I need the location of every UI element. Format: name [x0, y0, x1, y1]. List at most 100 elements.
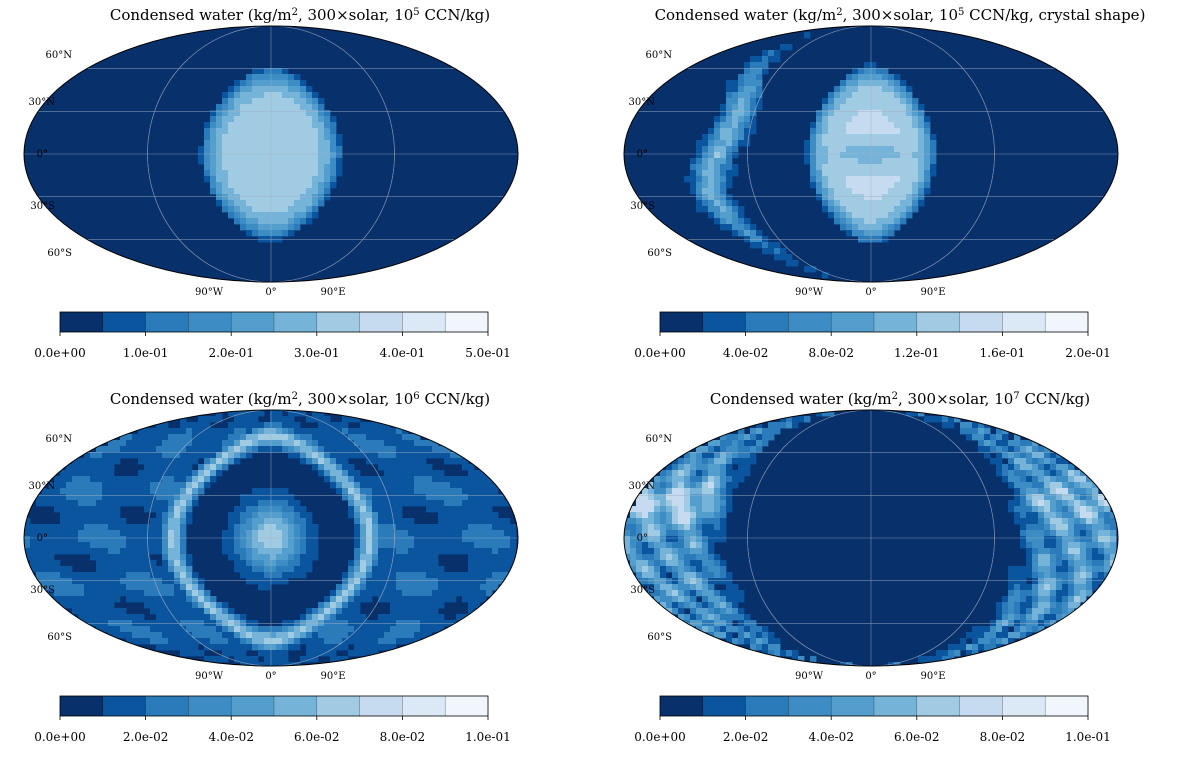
- colorbar-swatch: [916, 312, 960, 332]
- colorbar-swatch: [231, 696, 275, 716]
- colorbar-swatch: [1045, 312, 1089, 332]
- colorbar-tick-label: 1.6e-01: [980, 346, 1026, 360]
- colorbar-tick-label: 3.0e-01: [294, 346, 340, 360]
- colorbar-swatch: [316, 696, 360, 716]
- colorbar-tick-label: 2.0e-02: [723, 730, 769, 744]
- lon-label: 90°E: [920, 671, 945, 682]
- colorbar: 0.0e+00 2.0e-02 4.0e-02 6.0e-02 8.0e-02 1.0e-…: [634, 695, 1111, 744]
- colorbar-tick-label: 2.0e-02: [123, 730, 169, 744]
- lat-label: 0°: [37, 149, 48, 160]
- colorbar-swatch: [402, 312, 446, 332]
- colorbar-tick-label: 0.0e+00: [34, 730, 86, 744]
- map-svg-3: Condensed water (kg/m2, 300×solar, 106 C…: [23, 390, 519, 744]
- map-panel-3: Condensed water (kg/m2, 300×solar, 106 C…: [0, 384, 600, 768]
- lat-label: 60°N: [646, 50, 673, 61]
- colorbar-swatch: [145, 312, 189, 332]
- lat-label: 30°S: [630, 585, 655, 596]
- map-outline: [623, 409, 1119, 667]
- graticule: [24, 410, 518, 666]
- lat-label: 60°S: [647, 248, 672, 259]
- colorbar: 0.0e+00 2.0e-02 4.0e-02 6.0e-02 8.0e-02 1.0e-…: [34, 695, 511, 744]
- colorbar-swatch: [316, 312, 360, 332]
- colorbar-tick-label: 2.0e-01: [1065, 346, 1111, 360]
- colorbar-tick-label: 4.0e-02: [808, 730, 854, 744]
- colorbar: 0.0e+00 1.0e-01 2.0e-01 3.0e-01 4.0e-01 5.0e-…: [34, 311, 511, 360]
- map-outline: [623, 25, 1119, 283]
- colorbar-tick-label: 5.0e-01: [465, 346, 511, 360]
- chart-title: Condensed water (kg/m2, 300×solar, 105 C…: [110, 6, 490, 24]
- colorbar-swatch: [231, 312, 275, 332]
- lon-label: 90°E: [920, 287, 945, 298]
- colorbar-tick-label: 8.0e-02: [380, 730, 426, 744]
- colorbar-tick-label: 0.0e+00: [34, 346, 86, 360]
- colorbar-swatch: [102, 696, 146, 716]
- colorbar-tick-label: 1.0e-01: [465, 730, 511, 744]
- colorbar-swatch: [874, 696, 918, 716]
- colorbar-tick-label: 1.0e-01: [123, 346, 169, 360]
- lon-label: 0°: [865, 671, 876, 682]
- colorbar-swatch: [60, 312, 104, 332]
- colorbar-swatch: [102, 312, 146, 332]
- lat-label: 30°S: [630, 201, 655, 212]
- lon-label: 0°: [265, 287, 276, 298]
- colorbar-tick-label: 8.0e-02: [980, 730, 1026, 744]
- colorbar-swatch: [660, 312, 704, 332]
- lat-label: 30°N: [29, 97, 56, 108]
- lon-label: 0°: [865, 287, 876, 298]
- colorbar-swatch: [959, 312, 1003, 332]
- colorbar-tick-label: 0.0e+00: [634, 346, 686, 360]
- lat-label: 30°N: [629, 481, 656, 492]
- lat-label: 30°S: [30, 201, 55, 212]
- colorbar-swatch: [831, 312, 875, 332]
- colorbar-swatch: [359, 312, 403, 332]
- colorbar-swatch: [274, 696, 318, 716]
- colorbar-swatch: [874, 312, 918, 332]
- lat-label: 30°N: [29, 481, 56, 492]
- colorbar-tick-label: 6.0e-02: [894, 730, 940, 744]
- colorbar-swatch: [831, 696, 875, 716]
- graticule: [624, 26, 1118, 282]
- colorbar-swatch: [445, 312, 489, 332]
- colorbar-swatch: [702, 696, 746, 716]
- colorbar-tick-label: 4.0e-02: [208, 730, 254, 744]
- lat-label: 30°N: [629, 97, 656, 108]
- colorbar-swatch: [60, 696, 104, 716]
- map-outline: [23, 25, 519, 283]
- colorbar-tick-label: 4.0e-01: [380, 346, 426, 360]
- chart-title: Condensed water (kg/m2, 300×solar, 107 C…: [710, 390, 1090, 408]
- colorbar-swatch: [359, 696, 403, 716]
- colorbar-tick-label: 1.0e-01: [1065, 730, 1111, 744]
- colorbar-tick-label: 6.0e-02: [294, 730, 340, 744]
- graticule: [24, 26, 518, 282]
- lon-label: 90°W: [195, 287, 224, 298]
- colorbar-swatch: [188, 312, 232, 332]
- colorbar-swatch: [702, 312, 746, 332]
- colorbar-tick-label: 8.0e-02: [808, 346, 854, 360]
- map-svg-4: Condensed water (kg/m2, 300×solar, 107 C…: [623, 390, 1119, 744]
- colorbar-swatch: [445, 696, 489, 716]
- colorbar-tick-label: 4.0e-02: [723, 346, 769, 360]
- colorbar-tick-label: 2.0e-01: [208, 346, 254, 360]
- map-svg-2: Condensed water (kg/m2, 300×solar, 105 C…: [623, 6, 1145, 360]
- map-panel-1: Condensed water (kg/m2, 300×solar, 105 C…: [0, 0, 600, 384]
- colorbar-swatch: [788, 312, 832, 332]
- colorbar-swatch: [916, 696, 960, 716]
- colorbar-swatch: [1045, 696, 1089, 716]
- graticule: [624, 410, 1118, 666]
- lat-label: 30°S: [30, 585, 55, 596]
- lat-label: 60°S: [47, 632, 72, 643]
- colorbar-swatch: [1002, 696, 1046, 716]
- lon-label: 90°W: [795, 287, 824, 298]
- lat-label: 60°N: [46, 434, 73, 445]
- map-svg-1: Condensed water (kg/m2, 300×solar, 105 C…: [23, 6, 519, 360]
- colorbar-swatch: [745, 696, 789, 716]
- chart-title: Condensed water (kg/m2, 300×solar, 106 C…: [110, 390, 490, 408]
- lat-label: 0°: [637, 533, 648, 544]
- lon-label: 90°W: [795, 671, 824, 682]
- colorbar-swatch: [274, 312, 318, 332]
- colorbar-tick-label: 0.0e+00: [634, 730, 686, 744]
- colorbar-swatch: [402, 696, 446, 716]
- lon-label: 0°: [265, 671, 276, 682]
- colorbar-swatch: [1002, 312, 1046, 332]
- colorbar-swatch: [959, 696, 1003, 716]
